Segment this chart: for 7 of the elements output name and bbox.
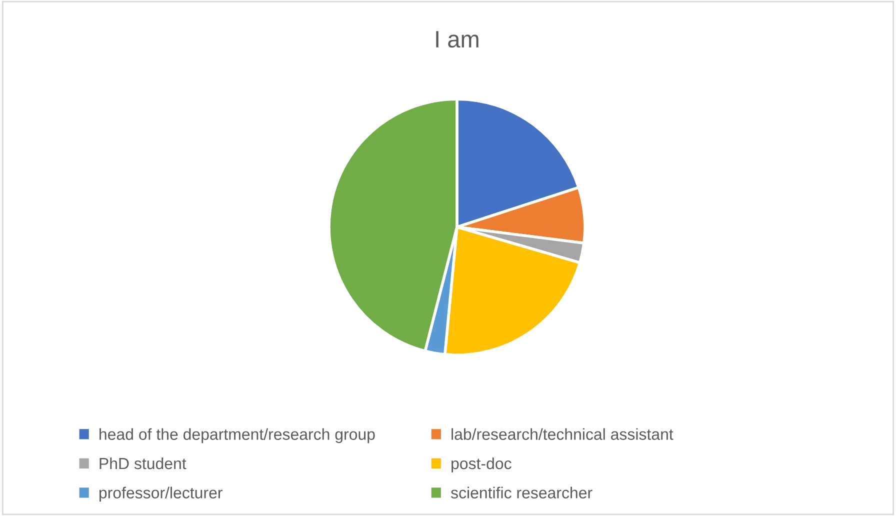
legend-label: lab/research/technical assistant xyxy=(452,428,674,440)
legend-label: post-doc xyxy=(452,457,512,472)
legend-label: scientific researcher xyxy=(450,486,592,498)
legend-label: PhD student xyxy=(100,457,186,470)
legend-label: professor/lecturer xyxy=(99,486,222,502)
chart-title: I am xyxy=(436,31,478,48)
legend-label: head of the department/research group xyxy=(100,428,375,444)
